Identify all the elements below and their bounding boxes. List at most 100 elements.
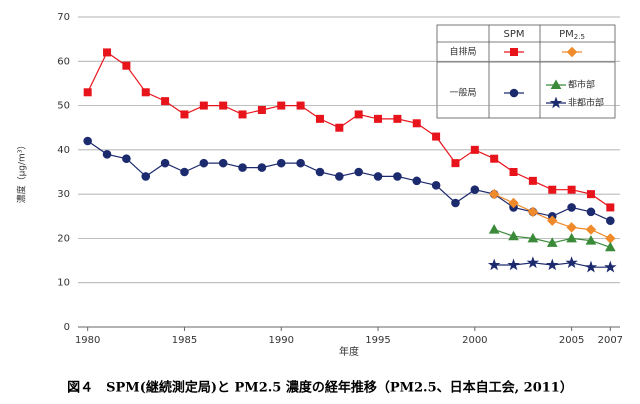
marker — [508, 197, 519, 209]
marker — [315, 167, 325, 177]
marker — [393, 172, 402, 181]
marker — [548, 185, 557, 194]
marker — [508, 230, 519, 241]
caption: 図４ SPM(継続測定局)と PM2.5 濃度の経年推移（PM2.5、日本自工会… — [67, 380, 573, 396]
marker — [122, 61, 131, 70]
x-tick-label: 2000 — [462, 335, 487, 346]
marker — [567, 203, 576, 212]
y-tick-label: 70 — [57, 12, 70, 23]
marker — [412, 119, 421, 128]
y-axis-label: 濃度（μg/m³） — [16, 141, 28, 204]
marker — [393, 114, 402, 123]
y-tick-label: 30 — [57, 189, 70, 200]
marker — [83, 136, 92, 146]
marker — [605, 233, 616, 244]
marker — [604, 241, 616, 252]
marker — [412, 176, 422, 186]
marker — [238, 110, 247, 119]
marker — [490, 154, 499, 163]
marker — [141, 88, 150, 97]
marker — [604, 260, 617, 273]
marker — [102, 149, 112, 159]
legend-label: 非都市部 — [568, 97, 604, 109]
marker — [199, 101, 208, 110]
legend-box — [436, 24, 616, 119]
marker — [488, 188, 500, 200]
y-tick-label: 50 — [57, 101, 70, 112]
marker — [431, 180, 441, 190]
marker — [546, 237, 558, 247]
legend-label: 都市部 — [568, 79, 595, 91]
marker — [566, 222, 577, 233]
marker — [470, 185, 480, 195]
marker — [586, 207, 596, 217]
marker — [566, 46, 578, 58]
marker — [277, 101, 286, 110]
marker — [218, 158, 228, 168]
marker — [527, 206, 539, 218]
marker — [584, 260, 598, 273]
legend-column-sub: 2.5 — [574, 33, 585, 41]
marker — [432, 132, 441, 141]
marker — [507, 258, 520, 271]
marker — [509, 168, 518, 176]
marker — [257, 163, 267, 172]
marker — [161, 97, 170, 106]
marker — [606, 203, 615, 212]
marker — [296, 101, 305, 110]
y-tick-label: 40 — [57, 145, 70, 156]
marker — [527, 232, 539, 243]
series-line — [87, 51, 611, 208]
marker — [180, 110, 189, 119]
marker — [219, 101, 228, 110]
legend-column: SPM — [503, 29, 524, 40]
x-tick-label: 2005 — [559, 335, 584, 346]
marker — [180, 167, 189, 177]
y-tick-label: 20 — [57, 233, 70, 244]
marker — [296, 158, 305, 168]
marker — [257, 106, 266, 114]
marker — [451, 159, 460, 168]
marker — [470, 145, 479, 154]
marker — [585, 235, 597, 245]
marker — [354, 167, 363, 177]
marker — [373, 172, 383, 181]
x-tick-label: 1980 — [75, 335, 100, 346]
marker — [487, 258, 501, 271]
marker — [526, 256, 540, 269]
marker — [451, 198, 460, 208]
marker — [547, 215, 558, 226]
marker — [276, 158, 286, 168]
marker — [509, 88, 519, 98]
x-axis-label: 年度 — [339, 345, 359, 358]
x-tick-label: 1985 — [172, 335, 197, 346]
marker — [549, 96, 563, 109]
marker — [586, 190, 595, 199]
x-tick-label: 1995 — [365, 335, 390, 346]
marker — [585, 224, 597, 235]
y-tick-label: 60 — [57, 56, 70, 67]
marker — [238, 163, 247, 172]
marker — [488, 224, 500, 234]
y-tick-label: 10 — [57, 278, 70, 289]
x-tick-label: 2007 — [598, 335, 623, 346]
marker — [141, 172, 151, 181]
marker — [528, 176, 537, 185]
marker — [354, 110, 363, 119]
series-line — [87, 140, 611, 222]
y-tick-label: 0 — [64, 322, 70, 333]
marker — [83, 88, 92, 97]
marker — [567, 185, 576, 194]
legend-row: 一般局 — [449, 87, 476, 99]
marker — [199, 158, 209, 168]
marker — [335, 172, 344, 181]
marker — [315, 114, 324, 123]
marker — [122, 154, 131, 164]
marker — [103, 48, 112, 57]
marker — [546, 258, 559, 271]
x-tick-label: 1990 — [269, 335, 294, 346]
marker — [550, 79, 562, 89]
legend-column: PM2.5 — [559, 29, 585, 41]
legend-row: 自排局 — [449, 46, 476, 58]
